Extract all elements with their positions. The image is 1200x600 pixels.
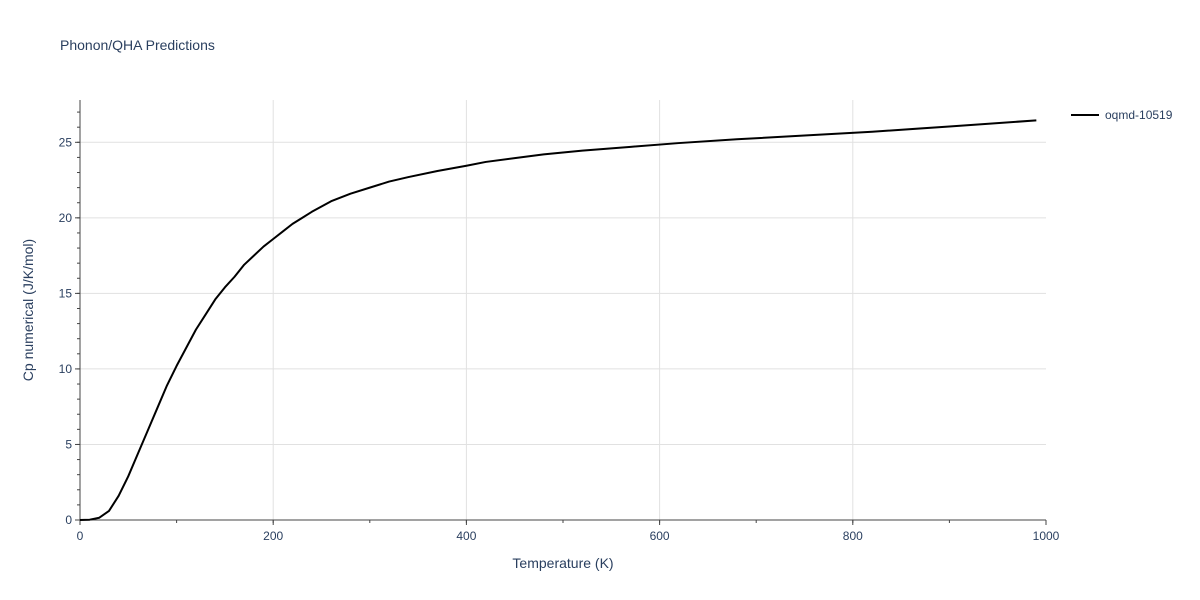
legend[interactable]: oqmd-10519 — [1071, 108, 1173, 122]
y-tick-label: 10 — [59, 362, 73, 376]
x-tick-label: 0 — [77, 529, 84, 543]
x-tick-label: 800 — [843, 529, 863, 543]
x-axis-title: Temperature (K) — [512, 555, 613, 571]
x-tick-label: 200 — [263, 529, 283, 543]
y-tick-label: 15 — [59, 286, 73, 300]
x-tick-label: 600 — [650, 529, 670, 543]
chart-title: Phonon/QHA Predictions — [60, 37, 215, 53]
series-layer — [79, 119, 1037, 521]
axis-layer: 0 5 10 15 20 25 0 200 400 600 800 1000 — [59, 100, 1060, 543]
x-tick-label: 1000 — [1033, 529, 1060, 543]
y-tick-label: 20 — [59, 211, 73, 225]
series-line — [79, 119, 1037, 521]
legend-item-label: oqmd-10519 — [1105, 108, 1173, 122]
y-tick-label: 0 — [65, 513, 72, 527]
grid-layer — [80, 100, 1046, 520]
y-tick-label: 25 — [59, 135, 73, 149]
y-axis-title: Cp numerical (J/K/mol) — [20, 239, 36, 381]
x-tick-label: 400 — [456, 529, 476, 543]
y-tick-label: 5 — [65, 437, 72, 451]
